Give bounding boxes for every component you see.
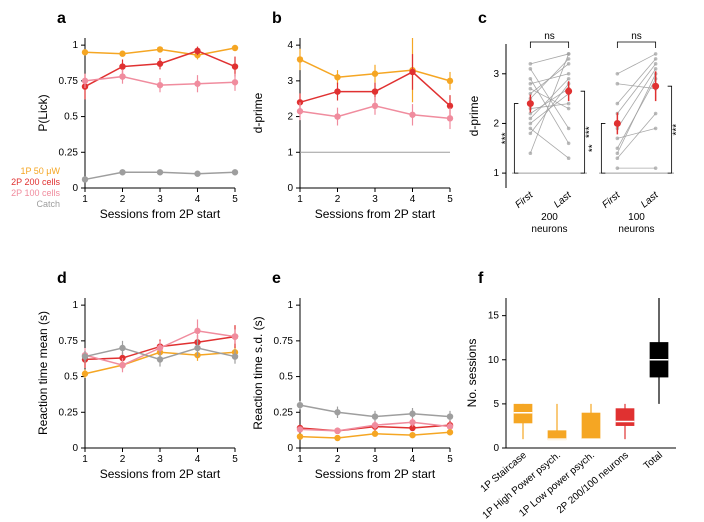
svg-text:***: *** (672, 124, 683, 136)
svg-text:0.25: 0.25 (59, 147, 79, 158)
svg-text:**: ** (587, 144, 598, 152)
svg-text:4: 4 (195, 454, 201, 465)
svg-text:***: *** (500, 132, 511, 144)
svg-text:First: First (600, 189, 623, 211)
svg-text:1: 1 (493, 168, 499, 179)
svg-text:2: 2 (120, 454, 126, 465)
figure-svg: 1 2 3 4 5 0 0.25 0.5 0.75 1 Sessions from 2P start… (0, 0, 704, 522)
svg-text:5: 5 (493, 399, 499, 410)
svg-text:0.25: 0.25 (274, 407, 294, 418)
svg-text:1: 1 (287, 300, 293, 311)
svg-text:1: 1 (72, 300, 78, 311)
svg-text:Total: Total (642, 450, 665, 472)
svg-text:d-prime: d-prime (467, 95, 481, 136)
svg-text:Sessions from 2P start: Sessions from 2P start (100, 207, 221, 221)
svg-text:0.5: 0.5 (64, 372, 78, 383)
legend-item: 1P 50 μW (0, 166, 60, 176)
svg-text:2: 2 (335, 194, 341, 205)
svg-text:3: 3 (157, 454, 163, 465)
svg-text:5: 5 (232, 194, 238, 205)
svg-text:4: 4 (195, 194, 201, 205)
svg-text:4: 4 (287, 40, 293, 51)
svg-text:1: 1 (72, 40, 78, 51)
svg-text:First: First (513, 189, 536, 211)
svg-text:0.75: 0.75 (59, 76, 79, 87)
svg-text:4: 4 (410, 194, 416, 205)
svg-text:Reaction time s.d. (s): Reaction time s.d. (s) (251, 316, 265, 429)
svg-text:0.5: 0.5 (64, 112, 78, 123)
svg-text:0.75: 0.75 (59, 336, 79, 347)
svg-text:Last: Last (552, 189, 574, 210)
svg-text:0.5: 0.5 (279, 372, 293, 383)
svg-text:3: 3 (157, 194, 163, 205)
svg-text:P(Lick): P(Lick) (36, 94, 50, 131)
svg-text:15: 15 (488, 311, 500, 322)
svg-text:0: 0 (287, 183, 293, 194)
svg-text:3: 3 (493, 69, 499, 80)
series-legend: 1P 50 μW2P 200 cells2P 100 cellsCatch (0, 165, 60, 210)
svg-text:0.75: 0.75 (274, 336, 294, 347)
svg-text:0.25: 0.25 (59, 407, 79, 418)
svg-text:No. sessions: No. sessions (465, 339, 479, 408)
legend-item: 2P 100 cells (0, 188, 60, 198)
legend-item: 2P 200 cells (0, 177, 60, 187)
svg-text:10: 10 (488, 355, 500, 366)
svg-text:3: 3 (372, 194, 378, 205)
svg-text:2: 2 (493, 118, 499, 129)
svg-text:2: 2 (120, 194, 126, 205)
svg-text:1: 1 (82, 454, 88, 465)
svg-text:Sessions from 2P start: Sessions from 2P start (315, 467, 436, 481)
svg-text:1: 1 (297, 454, 303, 465)
svg-text:0: 0 (72, 443, 78, 454)
svg-text:3: 3 (372, 454, 378, 465)
svg-text:d-prime: d-prime (251, 92, 265, 133)
svg-text:ns: ns (631, 31, 642, 42)
svg-text:1: 1 (82, 194, 88, 205)
svg-text:1: 1 (287, 147, 293, 158)
svg-text:ns: ns (544, 31, 555, 42)
svg-text:1: 1 (297, 194, 303, 205)
svg-text:5: 5 (447, 454, 453, 465)
svg-text:Sessions from 2P start: Sessions from 2P start (100, 467, 221, 481)
svg-text:0: 0 (493, 443, 499, 454)
svg-text:5: 5 (447, 194, 453, 205)
svg-text:neurons: neurons (618, 224, 654, 235)
svg-text:4: 4 (410, 454, 416, 465)
svg-text:0: 0 (72, 183, 78, 194)
svg-text:3: 3 (287, 76, 293, 87)
svg-text:200: 200 (541, 212, 558, 223)
svg-text:5: 5 (232, 454, 238, 465)
svg-text:2: 2 (287, 112, 293, 123)
svg-text:0: 0 (287, 443, 293, 454)
svg-text:100: 100 (628, 212, 645, 223)
svg-text:neurons: neurons (531, 224, 567, 235)
svg-text:Sessions from 2P start: Sessions from 2P start (315, 207, 436, 221)
svg-text:Reaction time mean (s): Reaction time mean (s) (36, 311, 50, 435)
legend-item: Catch (0, 199, 60, 209)
svg-text:Last: Last (639, 189, 661, 210)
svg-text:2: 2 (335, 454, 341, 465)
svg-text:***: *** (585, 126, 596, 138)
